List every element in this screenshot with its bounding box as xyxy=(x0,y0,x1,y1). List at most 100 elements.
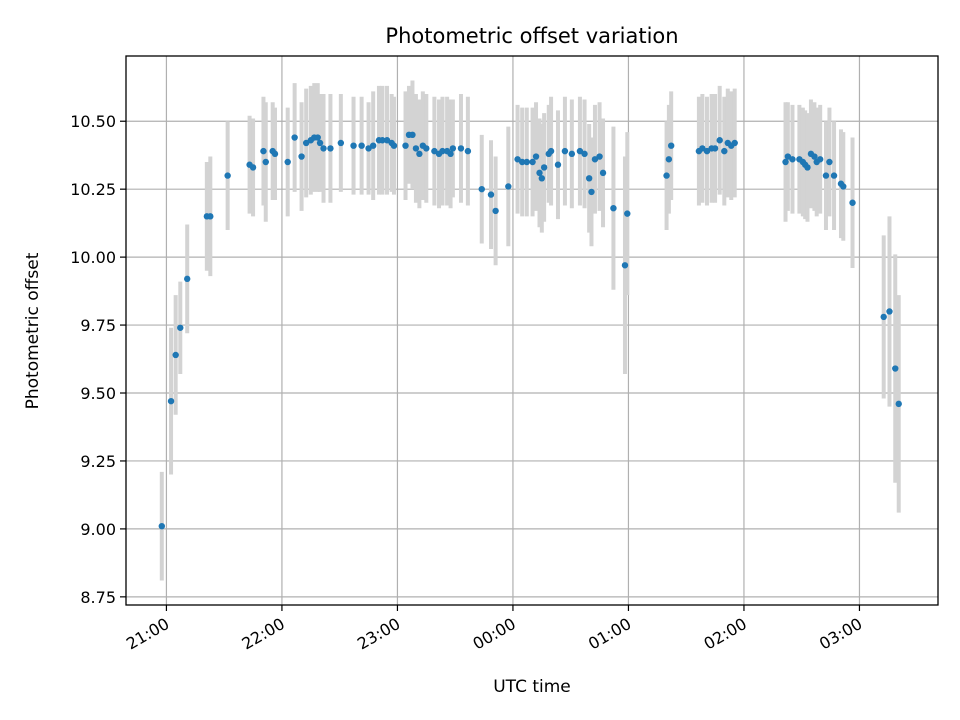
data-point xyxy=(811,153,818,160)
y-tick-label: 9.25 xyxy=(80,452,116,471)
data-point xyxy=(337,139,345,147)
x-axis-ticks: 21:00 22:00 23:00 00:00 01:00 02:00 03:00 xyxy=(123,605,865,654)
y-axis-ticks: 8.75 9.00 9.25 9.50 9.75 10.00 10.25 10.50 xyxy=(70,112,126,607)
data-point xyxy=(365,145,372,152)
data-point xyxy=(895,400,902,408)
y-tick-label: 9.75 xyxy=(80,316,116,335)
x-tick-label: 23:00 xyxy=(354,614,403,654)
data-point xyxy=(298,153,305,160)
x-axis-label: UTC time xyxy=(493,677,571,697)
data-point xyxy=(561,147,569,155)
data-point xyxy=(447,150,454,158)
data-point xyxy=(514,156,521,163)
data-point xyxy=(585,175,593,182)
data-point xyxy=(390,142,398,149)
data-point xyxy=(158,522,166,530)
data-point xyxy=(554,161,562,168)
data-point xyxy=(383,137,391,144)
data-point xyxy=(350,142,357,149)
x-tick-label: 01:00 xyxy=(585,614,634,654)
data-point xyxy=(621,262,629,269)
plot-frame xyxy=(125,55,939,606)
data-point xyxy=(505,183,512,190)
data-point xyxy=(624,210,631,217)
data-point xyxy=(822,172,830,179)
data-point xyxy=(302,139,310,147)
data-point xyxy=(423,145,430,152)
data-point xyxy=(596,153,603,160)
data-point xyxy=(840,183,847,190)
data-point xyxy=(699,145,706,152)
data-point xyxy=(449,145,457,152)
data-point xyxy=(402,142,409,149)
data-point xyxy=(599,169,607,177)
data-point xyxy=(536,169,543,177)
data-point xyxy=(568,150,576,158)
data-point xyxy=(284,158,291,166)
data-point xyxy=(416,150,423,158)
data-point xyxy=(518,158,526,166)
data-point xyxy=(547,147,555,155)
data-point xyxy=(523,158,531,166)
data-point xyxy=(731,139,738,147)
x-tick-label: 22:00 xyxy=(238,614,287,654)
data-point xyxy=(167,397,175,405)
data-point xyxy=(184,275,191,283)
data-point xyxy=(610,204,617,212)
x-tick-label: 02:00 xyxy=(701,614,750,654)
data-point xyxy=(816,156,824,163)
data-point xyxy=(703,147,711,155)
data-point xyxy=(177,324,184,331)
data-point xyxy=(849,199,856,206)
data-point xyxy=(379,137,386,144)
data-point xyxy=(538,175,546,182)
y-axis-label: Photometric offset xyxy=(23,252,43,409)
data-point xyxy=(320,145,327,152)
data-point xyxy=(667,142,675,149)
data-point xyxy=(207,213,214,220)
data-point xyxy=(716,137,723,144)
data-point xyxy=(830,172,838,179)
x-tick-label: 03:00 xyxy=(816,614,865,654)
data-point xyxy=(260,147,267,155)
data-point xyxy=(532,153,540,160)
data-point xyxy=(464,147,472,155)
y-tick-label: 9.50 xyxy=(80,384,116,403)
y-tick-label: 8.75 xyxy=(80,588,116,607)
data-point xyxy=(804,164,811,171)
data-points xyxy=(158,131,902,530)
data-point xyxy=(492,207,499,215)
x-tick-label: 00:00 xyxy=(470,614,519,654)
data-point xyxy=(721,147,728,155)
chart-title: Photometric offset variation xyxy=(385,24,678,48)
y-tick-label: 9.00 xyxy=(80,520,116,539)
data-point xyxy=(826,158,833,166)
data-point xyxy=(439,147,446,155)
data-point xyxy=(409,131,416,139)
data-point xyxy=(588,188,595,196)
data-point xyxy=(784,153,792,160)
data-point xyxy=(262,158,269,166)
data-point xyxy=(291,134,298,141)
data-point xyxy=(457,145,465,152)
data-point xyxy=(529,158,536,166)
data-point xyxy=(314,134,321,141)
data-point xyxy=(581,150,588,158)
data-point xyxy=(412,145,420,152)
data-point xyxy=(591,156,599,163)
y-tick-label: 10.00 xyxy=(70,248,116,267)
data-point xyxy=(316,139,324,147)
data-point xyxy=(711,145,719,152)
data-point xyxy=(892,365,899,372)
data-point xyxy=(327,145,334,152)
data-point xyxy=(249,164,257,171)
data-point xyxy=(880,313,887,321)
data-point xyxy=(886,308,893,315)
data-point xyxy=(224,172,231,179)
x-tick-label: 21:00 xyxy=(123,614,172,654)
data-point xyxy=(172,351,179,359)
data-point xyxy=(431,147,438,155)
data-point xyxy=(663,172,670,179)
